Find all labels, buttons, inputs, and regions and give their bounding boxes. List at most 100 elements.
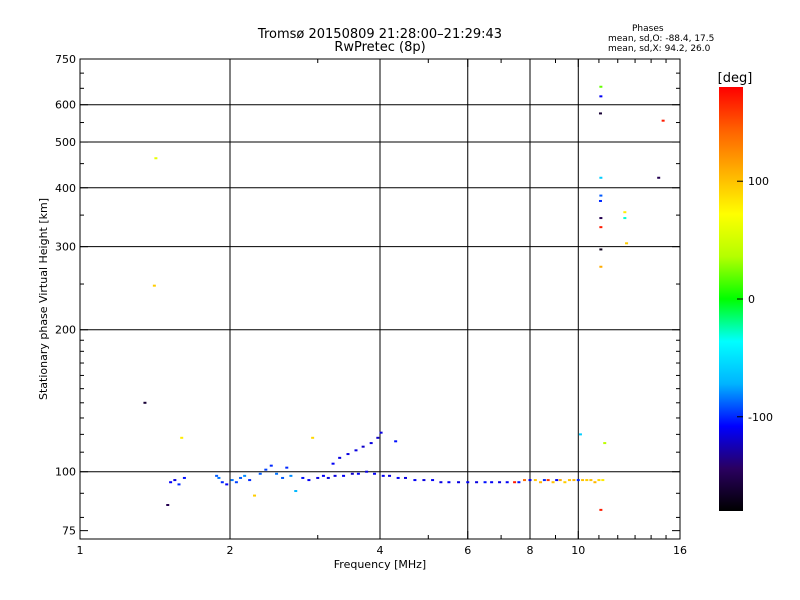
y-axis-label: Stationary phase Virtual Height [km] [37, 198, 50, 400]
data-point [220, 481, 224, 484]
data-point [431, 479, 435, 482]
data-point [333, 474, 337, 477]
data-points [143, 85, 665, 511]
data-point [243, 474, 247, 477]
colorbar-tick-label: -100 [748, 411, 773, 424]
data-point [585, 479, 589, 482]
data-point [517, 481, 521, 484]
data-point [578, 433, 582, 436]
data-point [533, 479, 537, 482]
data-point [599, 508, 603, 511]
data-point [599, 217, 603, 220]
data-point [285, 466, 289, 469]
data-point [581, 479, 585, 482]
data-point [523, 479, 527, 482]
y-tick-label: 300 [55, 241, 76, 254]
y-tick-label: 400 [55, 182, 76, 195]
colorbar-label: [deg] [718, 71, 753, 86]
y-tick-label: 100 [55, 466, 76, 479]
data-point [546, 479, 550, 482]
data-point [217, 476, 221, 479]
data-point [599, 248, 603, 251]
data-point [294, 490, 298, 493]
colorbar-tick-label: 100 [748, 175, 769, 188]
data-point [567, 479, 571, 482]
data-point [248, 479, 252, 482]
data-point [563, 481, 567, 484]
data-point [253, 494, 257, 497]
x-tick-label: 8 [527, 544, 534, 557]
x-tick-label: 10 [571, 544, 585, 557]
data-point [311, 436, 315, 439]
data-point [598, 199, 602, 202]
data-point [422, 479, 426, 482]
data-point [603, 442, 607, 445]
colorbar-tick-label: 0 [748, 293, 755, 306]
data-point [457, 481, 461, 484]
data-point [342, 474, 346, 477]
data-point [258, 472, 262, 475]
phases-heading: Phases [632, 24, 664, 34]
data-point [394, 440, 398, 443]
data-point [601, 479, 605, 482]
data-point [572, 479, 576, 482]
x-tick-label: 2 [227, 544, 234, 557]
x-tick-label: 1 [77, 544, 84, 557]
data-point [173, 479, 177, 482]
phase-stats-o: mean, sd,O: -88.4, 17.5 [608, 34, 715, 44]
data-point [542, 479, 546, 482]
data-point [307, 479, 311, 482]
data-point [558, 479, 562, 482]
data-point [215, 474, 219, 477]
x-axis-label: Frequency [MHz] [334, 558, 426, 571]
data-point [625, 242, 629, 245]
data-point [599, 194, 603, 197]
data-point [230, 479, 234, 482]
data-point [154, 157, 158, 160]
data-point [169, 481, 173, 484]
chart-title: Tromsø 20150809 21:28:00–21:29:43 [257, 27, 503, 42]
data-point [403, 476, 407, 479]
data-point [505, 481, 509, 484]
x-tick-label: 6 [464, 544, 471, 557]
data-point [396, 476, 400, 479]
data-point [356, 472, 360, 475]
phase-stats-x: mean, sd,X: 94.2, 26.0 [608, 44, 711, 54]
data-point [373, 472, 377, 475]
axis-ticks: 1 2 4 6 8 10 16 75 100 200 300 400 500 600 750 [55, 53, 687, 557]
data-point [338, 456, 342, 459]
data-point [528, 479, 532, 482]
data-point [281, 476, 285, 479]
data-point [369, 442, 373, 445]
data-point [269, 464, 273, 467]
y-tick-label: 75 [62, 525, 76, 538]
data-point [498, 481, 502, 484]
data-point [182, 476, 186, 479]
data-point [439, 481, 443, 484]
data-point [350, 472, 354, 475]
data-point [152, 284, 156, 287]
data-point [598, 112, 602, 115]
data-point [180, 436, 184, 439]
data-point [264, 468, 268, 471]
chart-subtitle: RwPretec (8p) [334, 40, 426, 55]
data-point [289, 474, 293, 477]
data-point [623, 217, 627, 220]
data-point [539, 481, 543, 484]
data-point [661, 119, 665, 122]
y-tick-label: 750 [55, 53, 76, 66]
grid-lines [80, 59, 680, 539]
data-point [447, 481, 451, 484]
data-point [597, 479, 601, 482]
data-point [576, 479, 580, 482]
data-point [301, 476, 305, 479]
data-point [483, 481, 487, 484]
data-point [177, 483, 181, 486]
data-point [599, 226, 603, 229]
y-tick-label: 500 [55, 136, 76, 149]
data-point [599, 265, 603, 268]
data-point [466, 481, 470, 484]
data-point [143, 401, 147, 404]
data-point [234, 481, 238, 484]
